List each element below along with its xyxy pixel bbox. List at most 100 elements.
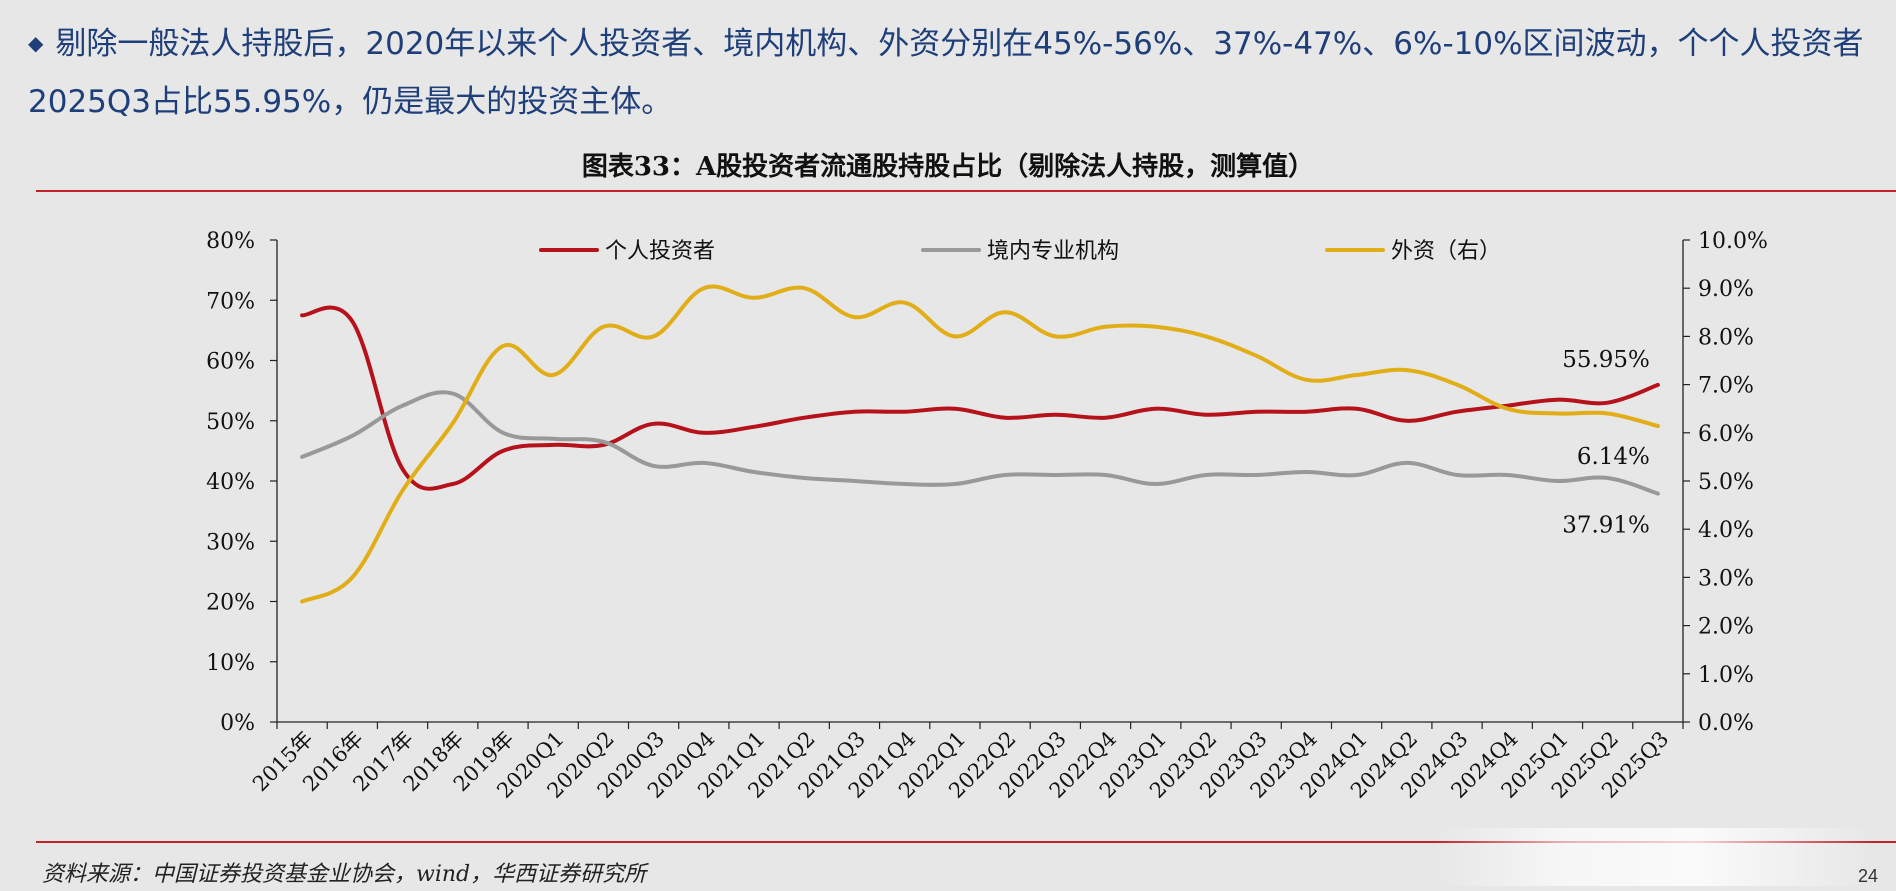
series-0-point [401,467,405,471]
series-2-point [1606,412,1610,416]
series-0-point [903,410,907,414]
series-2-point [1003,310,1007,314]
chart-annotations: 55.95% 6.14% 37.91% [1562,347,1650,539]
series-0-point [1405,419,1409,423]
series-1-point [451,392,455,396]
series-1-point [401,404,405,408]
series-2-point [1455,383,1459,387]
y-right-tick-label: 2.0% [1698,615,1754,640]
series-1-point [501,431,505,435]
series-1-point [852,479,856,483]
series-2-point [702,286,706,290]
series-2-point [1104,325,1108,329]
series-2-point [652,334,656,338]
series-1-point [953,482,957,486]
data-label-1: 6.14% [1577,444,1650,470]
series-1-point [551,437,555,441]
chart-title: 图表33：A股投资者流通股持股占比（剔除法人持股，测算值） [581,152,1315,182]
series-line-0 [300,305,1660,491]
series-0-point [1053,413,1057,417]
y-right-tick-label: 9.0% [1698,277,1754,302]
y-left-tick-label: 50% [206,410,255,435]
series-1-point [1304,470,1308,474]
y-right-tick-label: 0.0% [1698,711,1754,736]
series-1-point [350,434,354,438]
watermark-overlay [1434,828,1874,886]
series-2-point [601,325,605,329]
y-left-tick-label: 60% [206,350,255,375]
series-0-point [1606,401,1610,405]
series-0-point [1455,410,1459,414]
series-1-point [300,455,304,459]
series-1-point [1656,492,1660,496]
source-note: 资料来源：中国证券投资基金业协会，wind，华西证券研究所 [42,862,647,887]
series-1-point [702,461,706,465]
series-2-point [1355,373,1359,377]
y-left-tick-label: 0% [220,711,255,736]
chart-series [300,284,1660,604]
y-left-tick-label: 10% [206,651,255,676]
series-1-point [652,464,656,468]
series-2-point [300,600,304,604]
y-right-tick-label: 6.0% [1698,422,1754,447]
series-0-point [451,482,455,486]
series-1-point [1355,473,1359,477]
bullet-icon: ◆ [28,31,44,55]
series-2-point [1154,325,1158,329]
y-left-tick-label: 20% [206,591,255,616]
series-0-point [652,422,656,426]
y-right-tick-label: 3.0% [1698,566,1754,591]
series-1-point [802,476,806,480]
series-2-point [1304,378,1308,382]
series-2-point [1405,368,1409,372]
title-divider [36,190,1896,192]
footer-divider [36,841,1896,843]
series-0-point [300,313,304,317]
series-0-point [802,416,806,420]
series-0-point [1104,416,1108,420]
y-right-tick-label: 5.0% [1698,470,1754,495]
series-1-point [601,440,605,444]
series-0-point [702,431,706,435]
series-1-point [1606,476,1610,480]
series-1-point [1405,461,1409,465]
series-2-point [501,344,505,348]
series-1-point [1104,473,1108,477]
series-1-point [752,470,756,474]
series-2-point [1254,354,1258,358]
series-0-point [852,410,856,414]
y-left-tick-label: 80% [206,229,255,254]
series-0-point [551,443,555,447]
series-2-point [903,301,907,305]
series-2-point [752,296,756,300]
y-right-tick-label: 4.0% [1698,518,1754,543]
series-0-point [1154,407,1158,411]
header-sentence: 剔除一般法人持股后，2020年以来个人投资者、境内机构、外资分别在45%-56%… [28,26,1864,120]
y-left-tick-label: 40% [206,470,255,495]
series-1-point [1204,473,1208,477]
legend-label-1: 境内专业机构 [987,239,1119,264]
series-0-point [953,407,957,411]
series-2-point [1555,412,1559,416]
chart-axes: 0% 10% 20% 30% 40% 50% 60% 70% 80% 0.0% 1.0% 2.0% 3.… [206,229,1768,803]
series-2-point [852,315,856,319]
y-right-tick-label: 1.0% [1698,663,1754,688]
series-2-point [1204,334,1208,338]
series-0-point [1003,416,1007,420]
series-2-point [802,286,806,290]
line-chart: 0% 10% 20% 30% 40% 50% 60% 70% 80% 0.0% 1.0% 2.0% 3.… [206,229,1768,803]
series-2-point [350,575,354,579]
data-label-0: 55.95% [1562,347,1650,373]
series-1-point [1455,473,1459,477]
series-line-2 [300,284,1660,604]
series-2-point [953,334,957,338]
series-0-point [350,319,354,323]
y-right-tick-label: 8.0% [1698,325,1754,350]
series-1-point [1505,473,1509,477]
legend-label-2: 外资（右） [1391,239,1501,264]
series-2-point [1053,334,1057,338]
series-2-point [1656,424,1660,428]
legend-label-0: 个人投资者 [605,239,715,264]
y-left-tick-label: 70% [206,289,255,314]
series-line-1 [300,390,1660,496]
